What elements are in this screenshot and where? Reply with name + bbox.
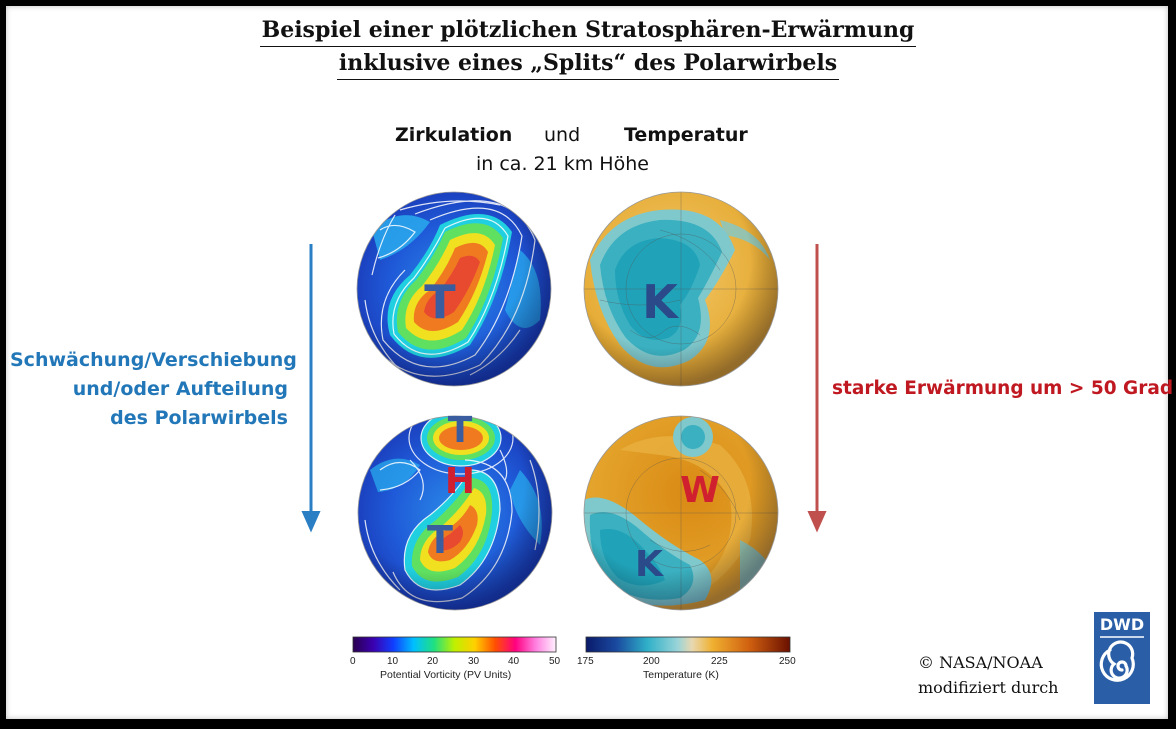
white-frame <box>6 6 1168 719</box>
left-description: Schwächung/Verschiebung und/oder Aufteil… <box>10 346 297 433</box>
subtitle-zirkulation: Zirkulation <box>395 124 513 146</box>
label-H: H <box>445 461 475 502</box>
pv-tick-30: 30 <box>468 656 480 667</box>
pv-colorbar-label: Potential Vorticity (PV Units) <box>380 669 512 681</box>
colorbar-temperature <box>585 636 791 653</box>
credit-line-1: © NASA/NOAA <box>918 653 1043 672</box>
left-down-arrow <box>301 244 321 533</box>
colorbar-pv <box>352 636 557 653</box>
pv-tick-20: 20 <box>427 656 439 667</box>
spiral-icon <box>1099 636 1144 682</box>
globe-pv-top <box>357 192 551 386</box>
left-description-line-3: des Polarwirbels <box>110 407 288 429</box>
label-T-top: T <box>424 275 456 329</box>
left-description-line-2: und/oder Aufteilung <box>72 378 288 400</box>
globe-pv-bottom <box>358 416 552 610</box>
dwd-logo: DWD <box>1094 612 1150 704</box>
temp-colorbar-label: Temperature (K) <box>643 669 719 681</box>
subtitle-und: und <box>544 124 581 146</box>
temp-tick-200: 200 <box>643 656 660 667</box>
right-description: starke Erwärmung um > 50 Grad <box>832 378 1174 399</box>
subtitle-temperatur: Temperatur <box>624 124 748 146</box>
credit-line-2: modifiziert durch <box>918 678 1059 697</box>
temp-tick-175: 175 <box>577 656 594 667</box>
pv-tick-40: 40 <box>508 656 520 667</box>
dwd-logo-text: DWD <box>1099 615 1145 634</box>
title-line-1: Beispiel einer plötzlichen Stratosphären… <box>0 17 1176 47</box>
globe-temp-top <box>584 192 778 386</box>
subtitle-height: in ca. 21 km Höhe <box>476 153 649 175</box>
label-K-bottom: K <box>635 544 664 585</box>
left-description-line-1: Schwächung/Verschiebung <box>10 349 297 371</box>
temp-tick-225: 225 <box>711 656 728 667</box>
pv-tick-0: 0 <box>350 656 356 667</box>
temp-tick-250: 250 <box>779 656 796 667</box>
label-W: W <box>680 470 720 511</box>
globe-temp-bottom <box>584 416 778 610</box>
label-T-bottom-upper: T <box>448 410 473 451</box>
pv-tick-10: 10 <box>387 656 399 667</box>
pv-tick-50: 50 <box>549 656 561 667</box>
label-T-bottom-lower: T <box>427 518 453 562</box>
label-K-top: K <box>642 275 680 329</box>
title-line-2: inklusive eines „Splits“ des Polarwirbel… <box>0 50 1176 80</box>
right-down-arrow <box>807 244 827 533</box>
